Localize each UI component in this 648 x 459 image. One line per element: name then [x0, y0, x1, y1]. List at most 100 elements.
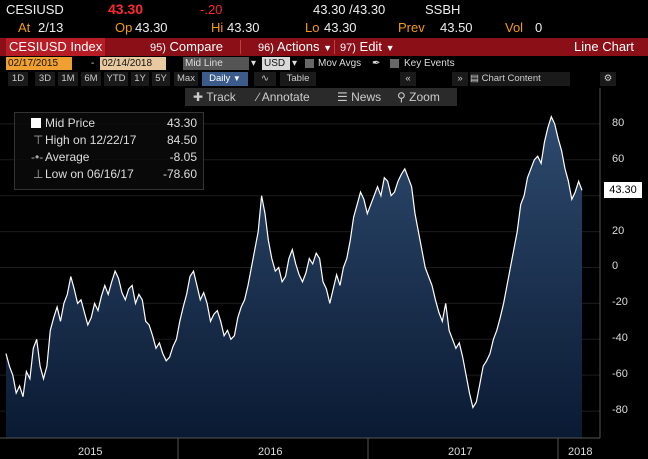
actions-shortcut: 96): [258, 42, 274, 54]
line-mode-select[interactable]: Mid Line: [183, 57, 249, 70]
divider: [334, 40, 335, 54]
actions-label: Actions: [276, 39, 320, 54]
chevron-down-icon: ▼: [232, 74, 241, 83]
legend-mid-label: Mid Price: [45, 116, 96, 130]
legend-high-row: ⊤ High on 12/22/17 84.50: [15, 132, 203, 148]
y-tick-label: -80: [612, 404, 628, 417]
zoom-button[interactable]: ⚲ Zoom: [397, 88, 440, 106]
volume-label: Vol: [505, 20, 524, 35]
actions-button[interactable]: 96) Actions ▼: [258, 38, 332, 56]
divider: [240, 40, 241, 54]
period-5y[interactable]: 5Y: [152, 72, 170, 86]
collapse-icon[interactable]: «: [400, 72, 416, 86]
period-1m[interactable]: 1M: [58, 72, 78, 86]
frequency-value: Daily: [209, 73, 231, 84]
key-events-label: Key Events: [404, 58, 455, 69]
chart-legend[interactable]: Mid Price 43.30 ⊤ High on 12/22/17 84.50…: [14, 112, 204, 190]
legend-low-value: -78.60: [162, 167, 197, 181]
compare-label: Compare: [169, 39, 223, 54]
low-label: Lo: [305, 20, 320, 35]
compare-button[interactable]: 95) Compare: [150, 38, 223, 56]
legend-low-row: ⊥ Low on 06/16/17 -78.60: [15, 166, 203, 182]
high-label: Hi: [211, 20, 224, 35]
period-max[interactable]: Max: [174, 72, 198, 86]
date-range-dash: -: [91, 58, 95, 69]
track-button[interactable]: ✚ Track: [193, 88, 236, 106]
chart-tools-bar: ✚ Track ∕ Annotate ☰ News ⚲ Zoom: [185, 88, 457, 106]
ticker-symbol: CESIUSD: [6, 2, 64, 17]
news-button[interactable]: ☰ News: [337, 88, 381, 106]
chart-content-icon: ▤: [470, 73, 479, 84]
last-value-tag: 43.30: [604, 182, 642, 199]
low-value: 43.30: [324, 20, 357, 35]
line-mode-dropdown-icon[interactable]: ▾: [251, 58, 257, 69]
at-label: At: [18, 20, 31, 35]
open-label: Op: [115, 20, 133, 35]
edit-shortcut: 97): [340, 42, 356, 54]
line-mode-value: Mid Line: [185, 58, 223, 69]
expand-icon[interactable]: »: [452, 72, 468, 86]
bid-ask: 43.30 /43.30: [313, 2, 386, 17]
net-change: -.20: [200, 2, 223, 17]
low-marker-icon: ⊥: [33, 167, 44, 181]
crosshair-icon: ✚: [193, 90, 204, 104]
x-tick-label: 2016: [258, 446, 283, 458]
currency-field[interactable]: USD: [262, 57, 290, 70]
end-date-field[interactable]: 02/14/2018: [100, 57, 166, 70]
prev-value: 43.50: [440, 20, 473, 35]
y-tick-label: 0: [612, 260, 619, 273]
volume-value: 0: [535, 20, 543, 35]
compare-shortcut: 95): [150, 42, 166, 54]
gear-icon[interactable]: ⚙: [600, 72, 616, 86]
open-value: 43.30: [135, 20, 168, 35]
chevron-down-icon: ▼: [385, 43, 395, 53]
mov-avgs-checkbox[interactable]: [305, 59, 314, 68]
x-tick-label: 2017: [448, 446, 473, 458]
y-tick-label: 60: [612, 152, 625, 165]
chart-content-button[interactable]: ▤ Chart Content: [470, 72, 570, 86]
frequency-select[interactable]: Daily ▼: [202, 72, 248, 86]
magnifier-icon: ⚲: [397, 90, 406, 104]
prev-label: Prev: [398, 20, 425, 35]
y-tick-label: -40: [612, 332, 628, 345]
legend-high-label: High on 12/22/17: [45, 133, 137, 147]
high-value: 43.30: [227, 20, 260, 35]
legend-low-label: Low on 06/16/17: [45, 167, 134, 181]
y-tick-label: 20: [612, 224, 625, 237]
high-marker-icon: ⊤: [33, 133, 44, 147]
legend-swatch-white: [31, 118, 41, 128]
news-icon: ☰: [337, 90, 348, 104]
x-tick-label: 2018: [568, 446, 593, 458]
period-1d[interactable]: 1D: [8, 72, 28, 86]
legend-mid-row: Mid Price 43.30: [15, 115, 203, 131]
period-6m[interactable]: 6M: [81, 72, 101, 86]
security-name[interactable]: CESIUSD Index: [6, 38, 106, 56]
start-date-field[interactable]: 02/17/2015: [6, 57, 72, 70]
mov-avgs-label: Mov Avgs: [318, 58, 362, 69]
legend-avg-row: -•- Average -8.05: [15, 149, 203, 165]
period-3d[interactable]: 3D: [35, 72, 55, 86]
annotate-button[interactable]: ∕ Annotate: [257, 88, 310, 106]
y-tick-label: 80: [612, 116, 625, 129]
last-price: 43.30: [108, 1, 144, 17]
at-value: 2/13: [38, 20, 64, 35]
legend-avg-label: Average: [45, 150, 90, 164]
currency-dropdown-icon[interactable]: ▾: [292, 58, 298, 69]
edit-button[interactable]: 97) Edit ▼: [340, 38, 394, 56]
pencil-icon[interactable]: ✒: [372, 58, 381, 69]
period-ytd[interactable]: YTD: [104, 72, 128, 86]
edit-label: Edit: [359, 39, 382, 54]
track-label: Track: [206, 90, 236, 104]
line-chart-icon[interactable]: ∿: [254, 72, 276, 86]
table-button[interactable]: Table: [280, 72, 316, 86]
date-toolbar: 02/17/2015 - 02/14/2018 Mid Line ▾ USD ▾…: [0, 57, 648, 126]
legend-avg-value: -8.05: [169, 150, 197, 164]
command-bar: CESIUSD Index 95) Compare 96) Actions ▼ …: [0, 38, 648, 56]
chart-type-label[interactable]: Line Chart: [574, 39, 634, 54]
y-tick-label: -20: [612, 296, 628, 309]
annotate-label: Annotate: [261, 90, 310, 104]
chevron-down-icon: ▼: [323, 43, 332, 53]
x-tick-label: 2015: [78, 446, 103, 458]
period-1y[interactable]: 1Y: [131, 72, 149, 86]
key-events-checkbox[interactable]: [390, 59, 399, 68]
